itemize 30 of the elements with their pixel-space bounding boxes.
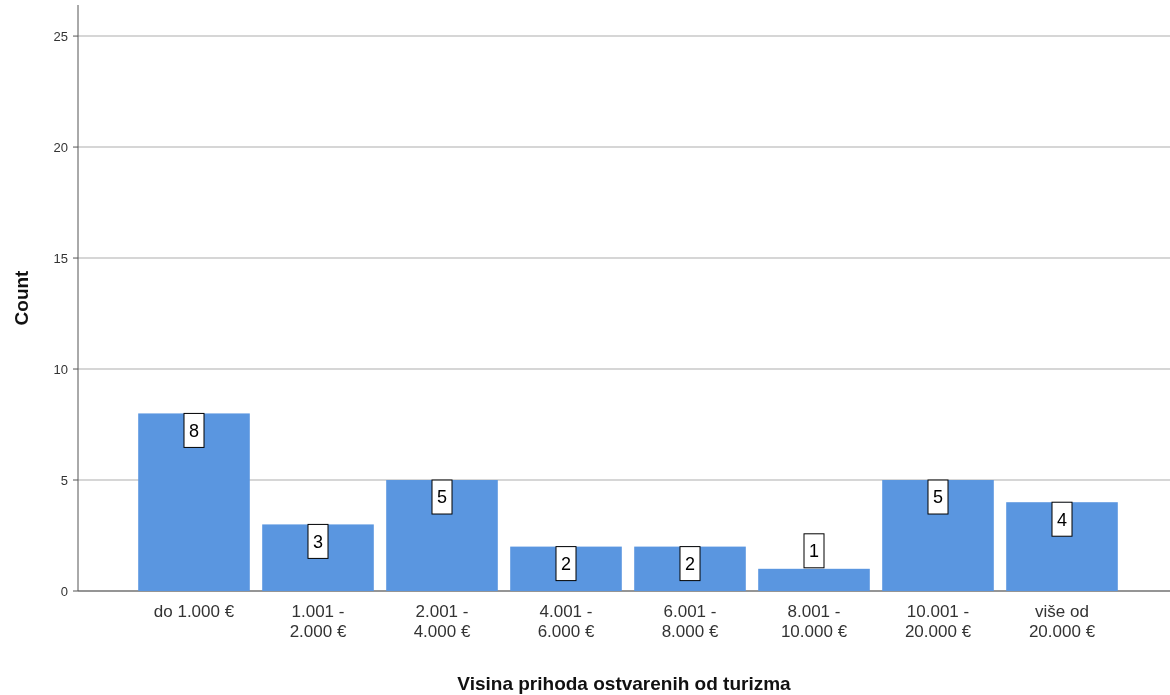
data-label: 1 [808, 541, 820, 562]
x-tick-label: 2.001 - 4.000 € [413, 602, 471, 641]
y-tick-label: 15 [53, 250, 68, 266]
y-tick-label: 0 [60, 583, 68, 599]
bar [758, 568, 870, 591]
y-axis-title: Count [11, 269, 32, 326]
x-tick-label: 4.001 - 6.000 € [537, 602, 595, 641]
y-tick-label: 20 [53, 139, 68, 155]
x-tick-label: 8.001 - 10.000 € [780, 602, 848, 641]
data-label: 2 [684, 553, 696, 574]
bar [262, 524, 374, 591]
bar [882, 480, 994, 591]
data-label: 5 [932, 487, 944, 508]
bar [1006, 502, 1118, 591]
data-label: 4 [1056, 509, 1068, 530]
x-axis-title: Visina prihoda ostvarenih od turizma [457, 673, 792, 694]
data-label: 5 [436, 487, 448, 508]
bar [386, 480, 498, 591]
x-tick-label: više od 20.000 € [1028, 602, 1096, 641]
data-label: 8 [188, 420, 200, 441]
x-tick-label: do 1.000 € [153, 602, 235, 621]
x-tick-label: 10.001 - 20.000 € [904, 602, 972, 641]
bar [138, 413, 250, 591]
y-tick-label: 5 [60, 472, 68, 488]
y-tick-label: 25 [53, 28, 68, 44]
data-label: 2 [560, 553, 572, 574]
y-tick-label: 10 [53, 361, 68, 377]
x-tick-label: 1.001 - 2.000 € [289, 602, 347, 641]
x-tick-label: 6.001 - 8.000 € [661, 602, 719, 641]
data-label: 3 [312, 531, 324, 552]
